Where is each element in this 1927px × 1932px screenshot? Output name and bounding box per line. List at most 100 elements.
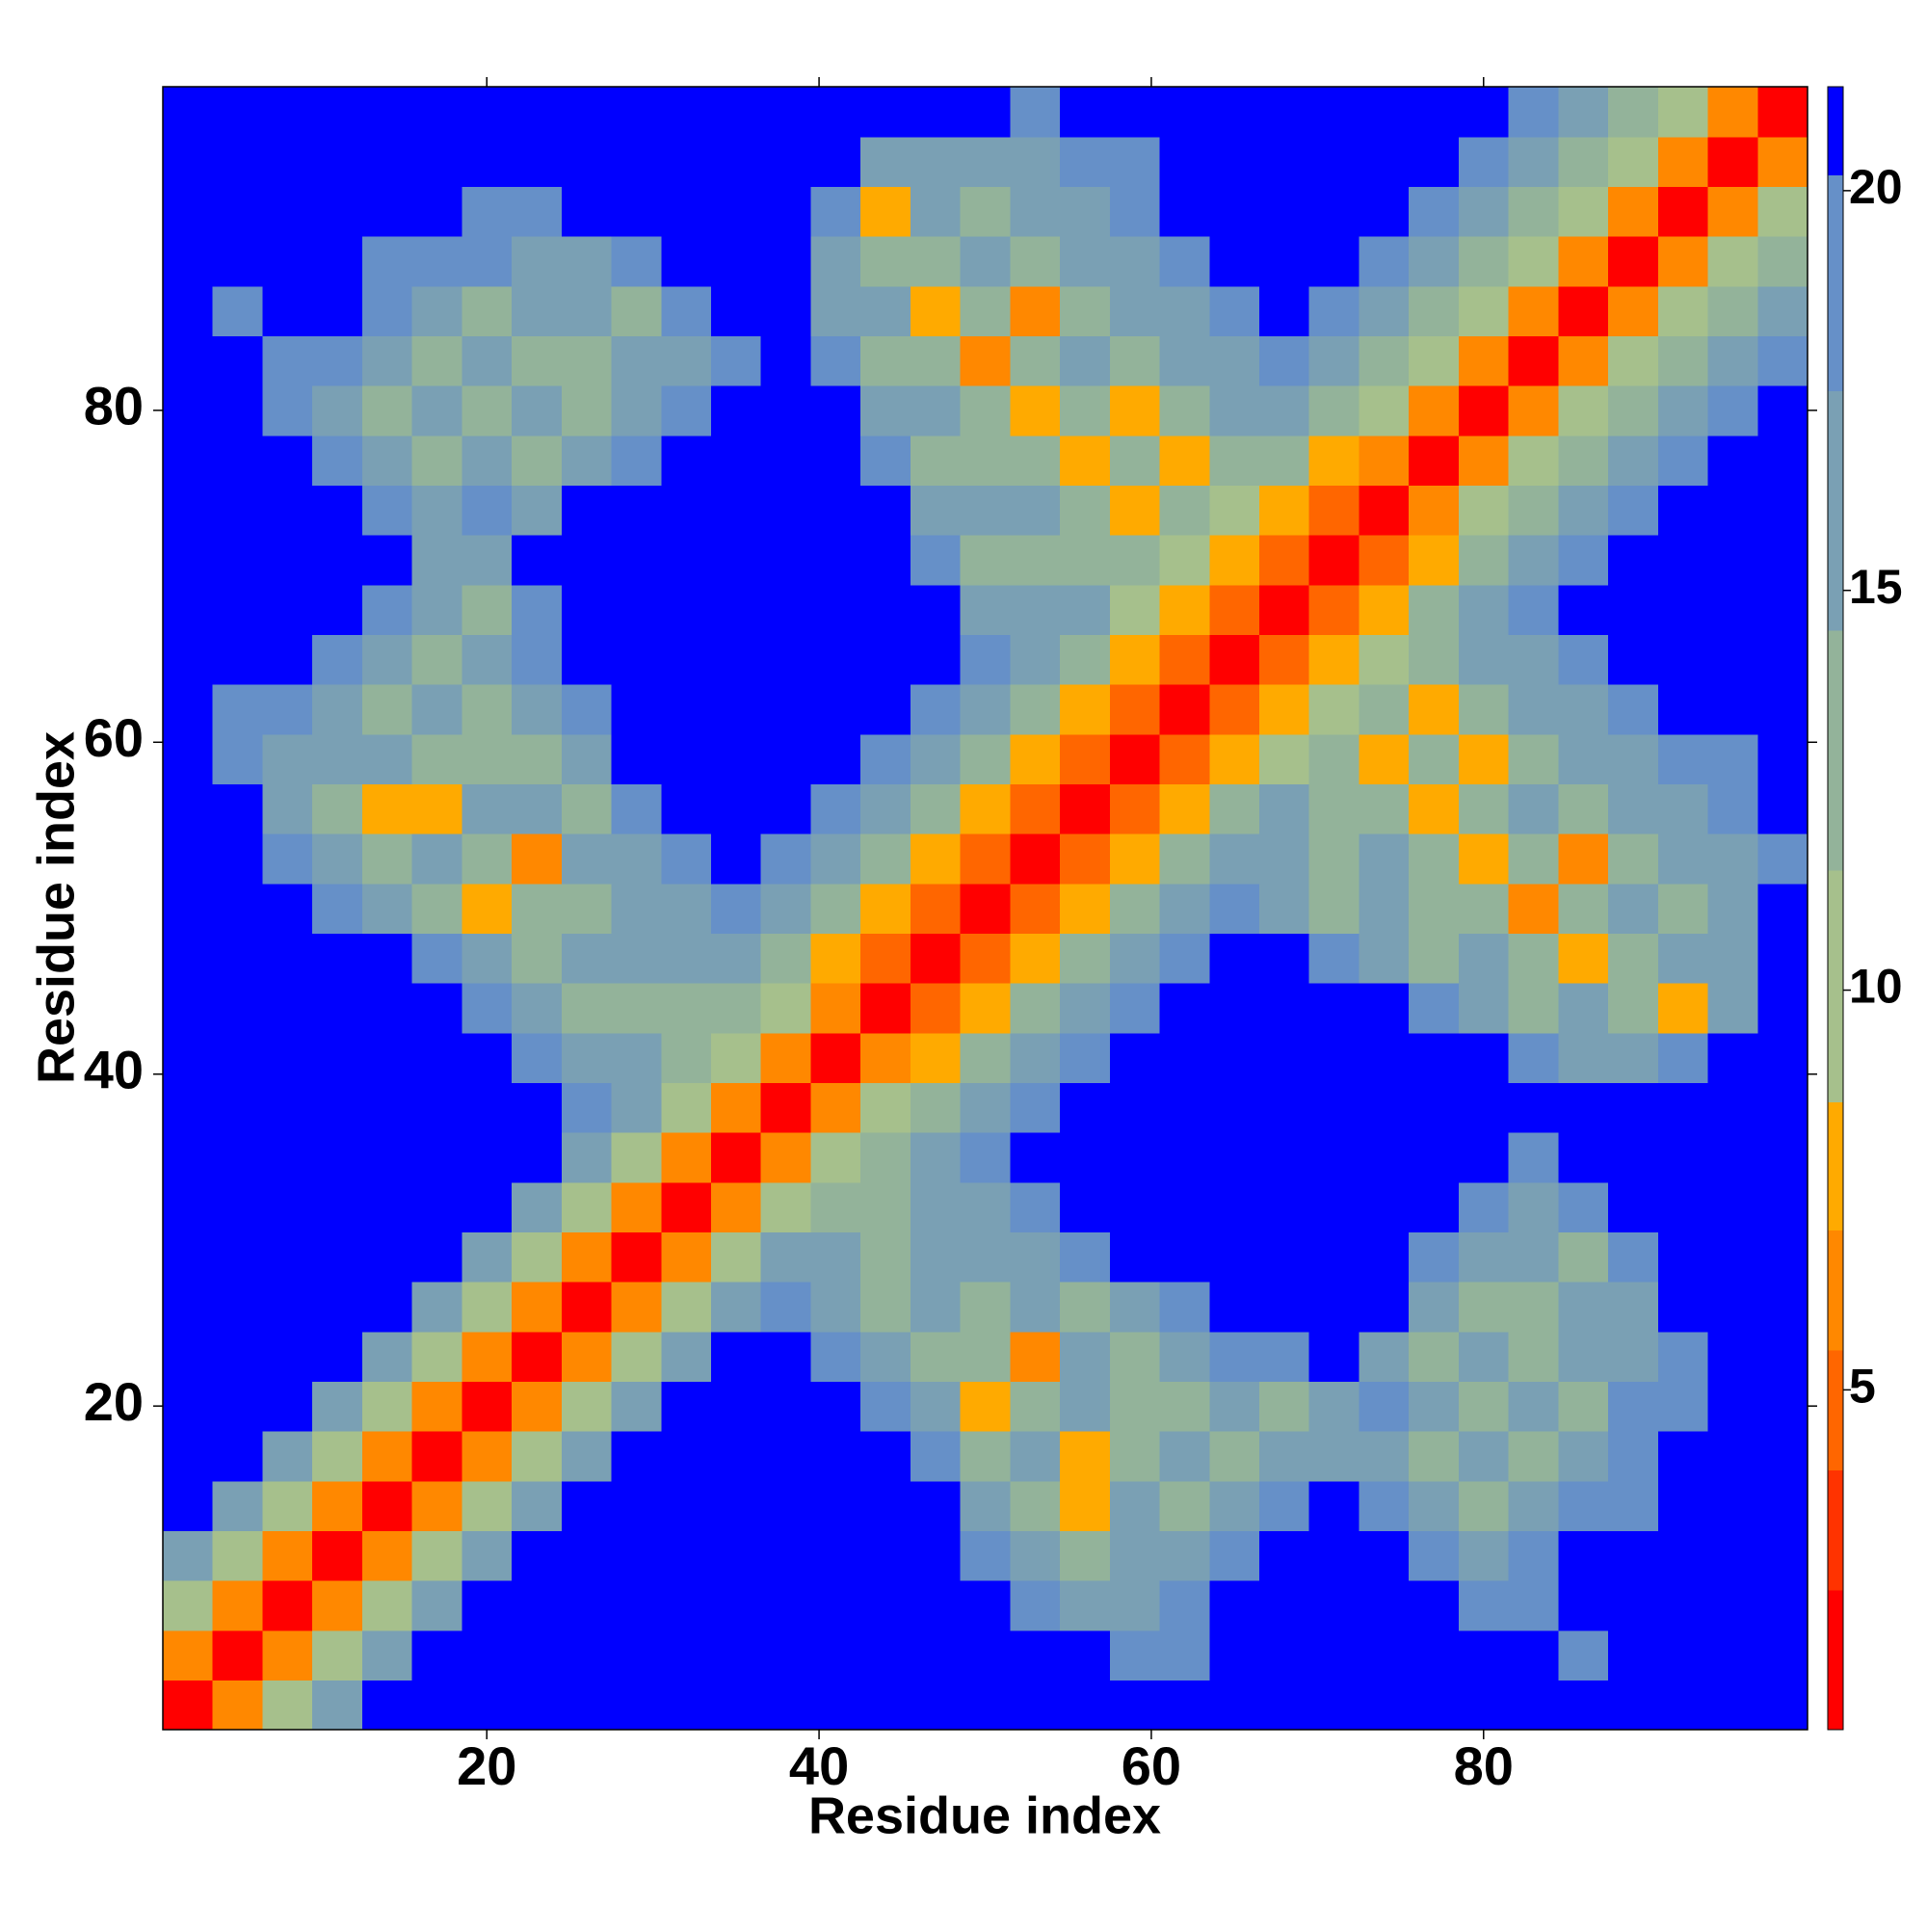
heatmap-cell <box>1060 1580 1111 1631</box>
heatmap-cell <box>1259 1282 1310 1333</box>
heatmap-cell <box>163 883 214 934</box>
heatmap-cell <box>611 535 662 586</box>
heatmap-cell <box>1359 634 1410 685</box>
heatmap-cell <box>1010 1181 1061 1232</box>
heatmap-cell <box>1060 584 1111 635</box>
heatmap-cell <box>1608 1381 1659 1432</box>
heatmap-cell <box>611 1530 662 1581</box>
heatmap-cell <box>1010 783 1061 834</box>
heatmap-cell <box>1259 1132 1310 1183</box>
heatmap-cell <box>860 983 911 1034</box>
heatmap-cell <box>1209 1231 1260 1283</box>
heatmap-cell <box>361 1082 413 1133</box>
heatmap-cell <box>1109 87 1161 138</box>
heatmap-cell <box>1409 285 1460 336</box>
heatmap-cell <box>1010 335 1061 386</box>
heatmap-cell <box>163 385 214 437</box>
heatmap-cell <box>312 236 363 287</box>
heatmap-cell <box>1060 1181 1111 1232</box>
heatmap-cell <box>910 186 962 237</box>
heatmap-cell <box>1259 1580 1310 1631</box>
heatmap-cell <box>1409 485 1460 536</box>
heatmap-cell <box>1010 733 1061 784</box>
heatmap-cell <box>411 834 462 885</box>
heatmap-cell <box>312 1282 363 1333</box>
heatmap-cell <box>1259 684 1310 735</box>
heatmap-cell <box>1109 435 1161 486</box>
heatmap-cell <box>611 87 662 138</box>
heatmap-cell <box>411 1530 462 1581</box>
heatmap-cell <box>1109 285 1161 336</box>
heatmap-cell <box>1707 1282 1758 1333</box>
heatmap-cell <box>860 684 911 735</box>
heatmap-cell <box>1707 1331 1758 1382</box>
heatmap-cell <box>561 285 613 336</box>
heatmap-cell <box>462 1381 513 1432</box>
heatmap-cell <box>1558 1032 1609 1083</box>
heatmap-cell <box>1757 1530 1808 1581</box>
heatmap-cell <box>661 1381 712 1432</box>
heatmap-cell <box>262 933 313 984</box>
heatmap-cell <box>810 733 861 784</box>
heatmap-cell <box>361 1032 413 1083</box>
heatmap-cell <box>1209 1331 1260 1382</box>
colorbar-band <box>1828 630 1843 871</box>
heatmap-cell <box>411 1231 462 1283</box>
heatmap-cell <box>611 186 662 237</box>
heatmap-cell <box>462 1181 513 1232</box>
heatmap-cell <box>1359 1132 1410 1183</box>
heatmap-cell <box>1458 634 1510 685</box>
heatmap-cell <box>163 1181 214 1232</box>
heatmap-cell <box>910 933 962 984</box>
heatmap-cell <box>212 1530 264 1581</box>
heatmap-cell <box>1159 87 1210 138</box>
heatmap-cell <box>1209 883 1260 934</box>
heatmap-cell <box>1558 1431 1609 1482</box>
heatmap-cell <box>611 285 662 336</box>
heatmap-cell <box>1109 684 1161 735</box>
heatmap-cell <box>1657 1381 1709 1432</box>
heatmap-cell <box>1458 733 1510 784</box>
heatmap-cell <box>760 1132 812 1183</box>
heatmap-cell <box>1508 236 1559 287</box>
heatmap-cell <box>860 1431 911 1482</box>
heatmap-cell <box>1608 285 1659 336</box>
heatmap-cell <box>163 485 214 536</box>
heatmap-cell <box>760 435 812 486</box>
heatmap-cell <box>512 834 563 885</box>
heatmap-cell <box>411 485 462 536</box>
heatmap-cell <box>810 435 861 486</box>
heatmap-cell <box>1757 285 1808 336</box>
heatmap-cell <box>910 783 962 834</box>
heatmap-cell <box>1707 1032 1758 1083</box>
heatmap-cell <box>262 236 313 287</box>
heatmap-cell <box>760 285 812 336</box>
heatmap-cell <box>611 1629 662 1681</box>
heatmap-cell <box>1757 1082 1808 1133</box>
heatmap-cell <box>462 1032 513 1083</box>
heatmap-cell <box>462 584 513 635</box>
heatmap-cell <box>1558 1580 1609 1631</box>
heatmap-cell <box>910 1032 962 1083</box>
heatmap-cell <box>411 783 462 834</box>
heatmap-cell <box>1608 1431 1659 1482</box>
heatmap-cell <box>1060 535 1111 586</box>
heatmap-cell <box>810 1530 861 1581</box>
heatmap-cell <box>960 684 1011 735</box>
heatmap-cell <box>810 883 861 934</box>
heatmap-cell <box>512 733 563 784</box>
heatmap-cell <box>312 1032 363 1083</box>
heatmap-cell <box>1608 435 1659 486</box>
heatmap-cell <box>1558 435 1609 486</box>
heatmap-cell <box>1209 535 1260 586</box>
heatmap-cell <box>1259 1331 1310 1382</box>
heatmap-cell <box>1060 1331 1111 1382</box>
colorbar-tick-label: 5 <box>1849 1360 1876 1414</box>
heatmap-cell <box>910 983 962 1034</box>
heatmap-cell <box>561 435 613 486</box>
x-tick-label: 60 <box>1122 1735 1181 1796</box>
heatmap-cell <box>910 1530 962 1581</box>
heatmap-cell <box>512 1331 563 1382</box>
heatmap-cell <box>661 883 712 934</box>
heatmap-cell <box>262 1231 313 1283</box>
